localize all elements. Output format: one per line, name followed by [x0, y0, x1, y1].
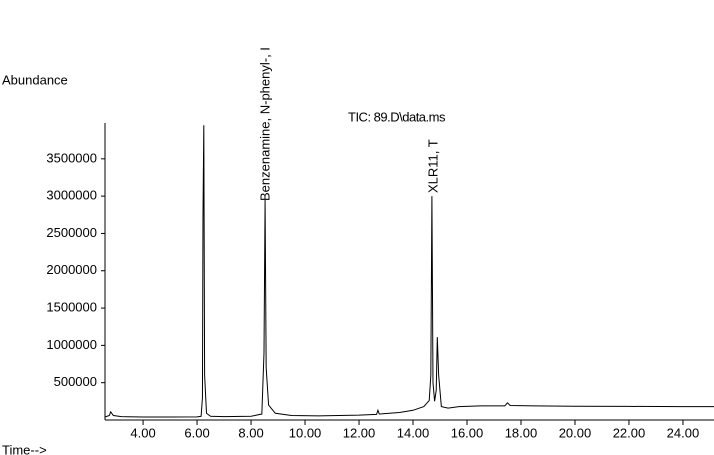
peak-annotation: Benzenamine, N-phenyl-, I — [257, 47, 272, 201]
y-tick-label: 3500000 — [46, 150, 97, 165]
x-tick-label: 16.00 — [451, 425, 484, 440]
y-tick-label: 3000000 — [46, 188, 97, 203]
x-tick-label: 10.00 — [289, 425, 322, 440]
y-tick-label: 2500000 — [46, 225, 97, 240]
x-axis-label: Time--> — [2, 442, 47, 455]
y-axis-label: Abundance — [2, 72, 68, 87]
chart-title: TIC: 89.D\data.ms — [348, 109, 446, 124]
x-tick-label: 14.00 — [397, 425, 430, 440]
y-tick-label: 500000 — [54, 374, 97, 389]
x-tick-label: 8.00 — [238, 425, 263, 440]
peak-annotation: XLR11, T — [425, 139, 440, 193]
y-tick-label: 1000000 — [46, 337, 97, 352]
x-tick-label: 6.00 — [184, 425, 209, 440]
x-tick-label: 4.00 — [130, 425, 155, 440]
trace-line — [104, 125, 714, 418]
x-tick-label: 18.00 — [505, 425, 538, 440]
x-tick-label: 12.00 — [343, 425, 376, 440]
x-tick-label: 22.00 — [613, 425, 646, 440]
x-tick-label: 24.00 — [667, 425, 700, 440]
y-tick-label: 1500000 — [46, 300, 97, 315]
x-tick-label: 20.00 — [559, 425, 592, 440]
y-tick-label: 2000000 — [46, 262, 97, 277]
